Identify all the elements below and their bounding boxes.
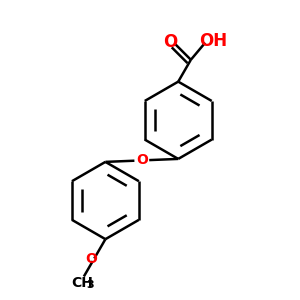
Text: OH: OH <box>200 32 228 50</box>
Text: 3: 3 <box>86 280 94 290</box>
Text: CH: CH <box>71 276 93 290</box>
Text: O: O <box>136 153 148 167</box>
Text: O: O <box>163 33 177 51</box>
Text: O: O <box>85 252 97 266</box>
